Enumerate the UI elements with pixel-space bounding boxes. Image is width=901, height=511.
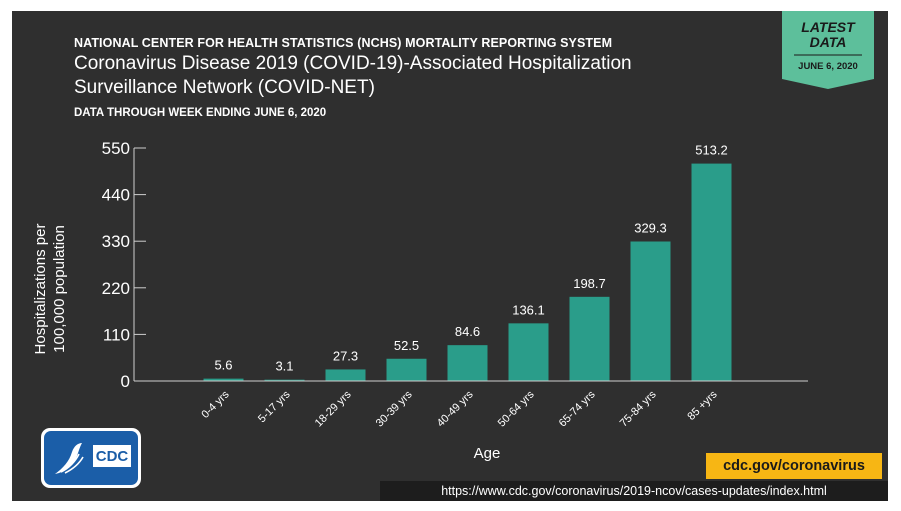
data-label: 198.7 bbox=[573, 276, 606, 291]
cdc-logo-text: CDC bbox=[96, 448, 129, 465]
y-tick-label: 110 bbox=[103, 325, 130, 344]
badge-date: JUNE 6, 2020 bbox=[798, 61, 858, 72]
data-label: 27.3 bbox=[333, 348, 358, 363]
latest-data-badge: LATEST DATA JUNE 6, 2020 bbox=[782, 11, 874, 89]
infographic-panel: NATIONAL CENTER FOR HEALTH STATISTICS (N… bbox=[12, 11, 888, 501]
y-axis-title: Hospitalizations per 100,000 population bbox=[32, 224, 68, 355]
y-axis: 0 110 220 330 440 550 bbox=[102, 139, 146, 391]
x-tick-label: 30-39 yrs bbox=[374, 388, 415, 429]
cdc-logo: CDC bbox=[41, 428, 141, 488]
x-axis-label: Age bbox=[474, 445, 501, 462]
bar bbox=[691, 163, 732, 381]
data-label: 513.2 bbox=[695, 143, 728, 158]
cdc-website-label[interactable]: cdc.gov/coronavirus bbox=[706, 453, 882, 479]
chart-title-line-2: Surveillance Network (COVID-NET) bbox=[74, 77, 375, 98]
x-tick-label: 5-17 yrs bbox=[256, 388, 293, 425]
data-label: 3.1 bbox=[275, 359, 293, 374]
badge-line-2: DATA bbox=[810, 34, 847, 50]
y-tick-label: 330 bbox=[102, 232, 130, 251]
y-axis-label-line-2: 100,000 population bbox=[51, 225, 68, 353]
y-tick-label: 220 bbox=[102, 279, 130, 298]
data-label: 329.3 bbox=[634, 220, 667, 235]
x-tick-label: 65-74 yrs bbox=[557, 388, 598, 429]
bar bbox=[630, 241, 671, 381]
y-tick-label: 440 bbox=[102, 186, 130, 205]
bar bbox=[325, 369, 366, 381]
chart-title-line-1: Coronavirus Disease 2019 (COVID-19)-Asso… bbox=[74, 53, 632, 74]
bar bbox=[386, 358, 427, 381]
data-label: 84.6 bbox=[455, 324, 480, 339]
badge-line-1: LATEST bbox=[801, 19, 856, 35]
bars: 5.6 3.1 27.3 52.5 84.6 136.1 198.7 329.3 513.2 bbox=[203, 143, 732, 381]
x-tick-label: 85 +yrs bbox=[685, 388, 720, 423]
x-tick-label: 75-84 yrs bbox=[618, 388, 659, 429]
bar bbox=[508, 323, 549, 381]
bar bbox=[264, 379, 305, 381]
bar bbox=[203, 378, 244, 381]
data-label: 5.6 bbox=[214, 358, 232, 373]
x-tick-label: 40-49 yrs bbox=[435, 388, 476, 429]
y-tick-label: 0 bbox=[121, 372, 130, 391]
bar-chart: Hospitalizations per 100,000 population … bbox=[32, 139, 808, 462]
organization-heading: NATIONAL CENTER FOR HEALTH STATISTICS (N… bbox=[74, 36, 613, 50]
x-tick-label: 50-64 yrs bbox=[496, 388, 537, 429]
data-label: 52.5 bbox=[394, 338, 419, 353]
y-tick-label: 550 bbox=[102, 139, 130, 158]
x-axis-ticks: 0-4 yrs 5-17 yrs 18-29 yrs 30-39 yrs 40-49 y… bbox=[199, 388, 720, 429]
bar bbox=[447, 345, 488, 381]
x-tick-label: 0-4 yrs bbox=[199, 388, 232, 421]
data-label: 136.1 bbox=[512, 302, 545, 317]
source-url[interactable]: https://www.cdc.gov/coronavirus/2019-nco… bbox=[380, 481, 888, 501]
x-tick-label: 18-29 yrs bbox=[313, 388, 354, 429]
chart-subtitle: DATA THROUGH WEEK ENDING JUNE 6, 2020 bbox=[74, 107, 327, 119]
y-axis-label-line-1: Hospitalizations per bbox=[32, 224, 49, 355]
bar bbox=[569, 296, 610, 381]
